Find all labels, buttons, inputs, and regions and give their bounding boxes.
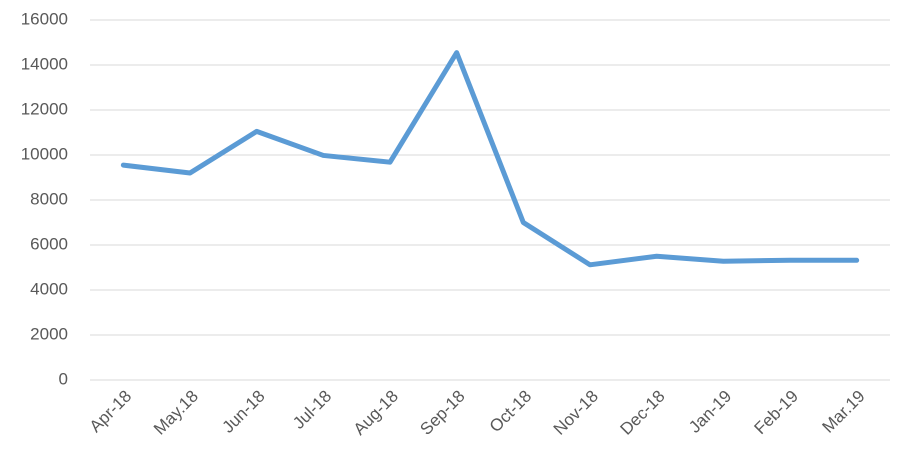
- x-tick-label: Nov-18: [550, 387, 602, 439]
- x-tick-label: Jul-18: [289, 387, 335, 433]
- x-tick-label: Mar.19: [818, 387, 868, 437]
- y-tick-label: 8000: [30, 189, 68, 208]
- y-tick-label: 4000: [30, 279, 68, 298]
- y-tick-label: 6000: [30, 234, 68, 253]
- y-tick-label: 16000: [21, 9, 68, 28]
- y-tick-label: 0: [59, 369, 68, 388]
- x-tick-label: Jan-19: [685, 387, 735, 437]
- x-tick-label: May.18: [150, 387, 202, 439]
- y-tick-label: 10000: [21, 144, 68, 163]
- x-tick-label: Sep-18: [416, 387, 468, 439]
- x-tick-label: Feb-19: [750, 387, 802, 439]
- x-tick-label: Dec-18: [616, 387, 668, 439]
- x-tick-label: Jun-18: [218, 387, 268, 437]
- x-tick-label: Oct-18: [486, 387, 536, 437]
- y-tick-label: 2000: [30, 324, 68, 343]
- x-tick-label: Apr-18: [86, 387, 136, 437]
- series-line: [120, 50, 860, 268]
- x-tick-label: Aug-18: [350, 387, 402, 439]
- y-tick-label: 14000: [21, 54, 68, 73]
- y-tick-label: 12000: [21, 99, 68, 118]
